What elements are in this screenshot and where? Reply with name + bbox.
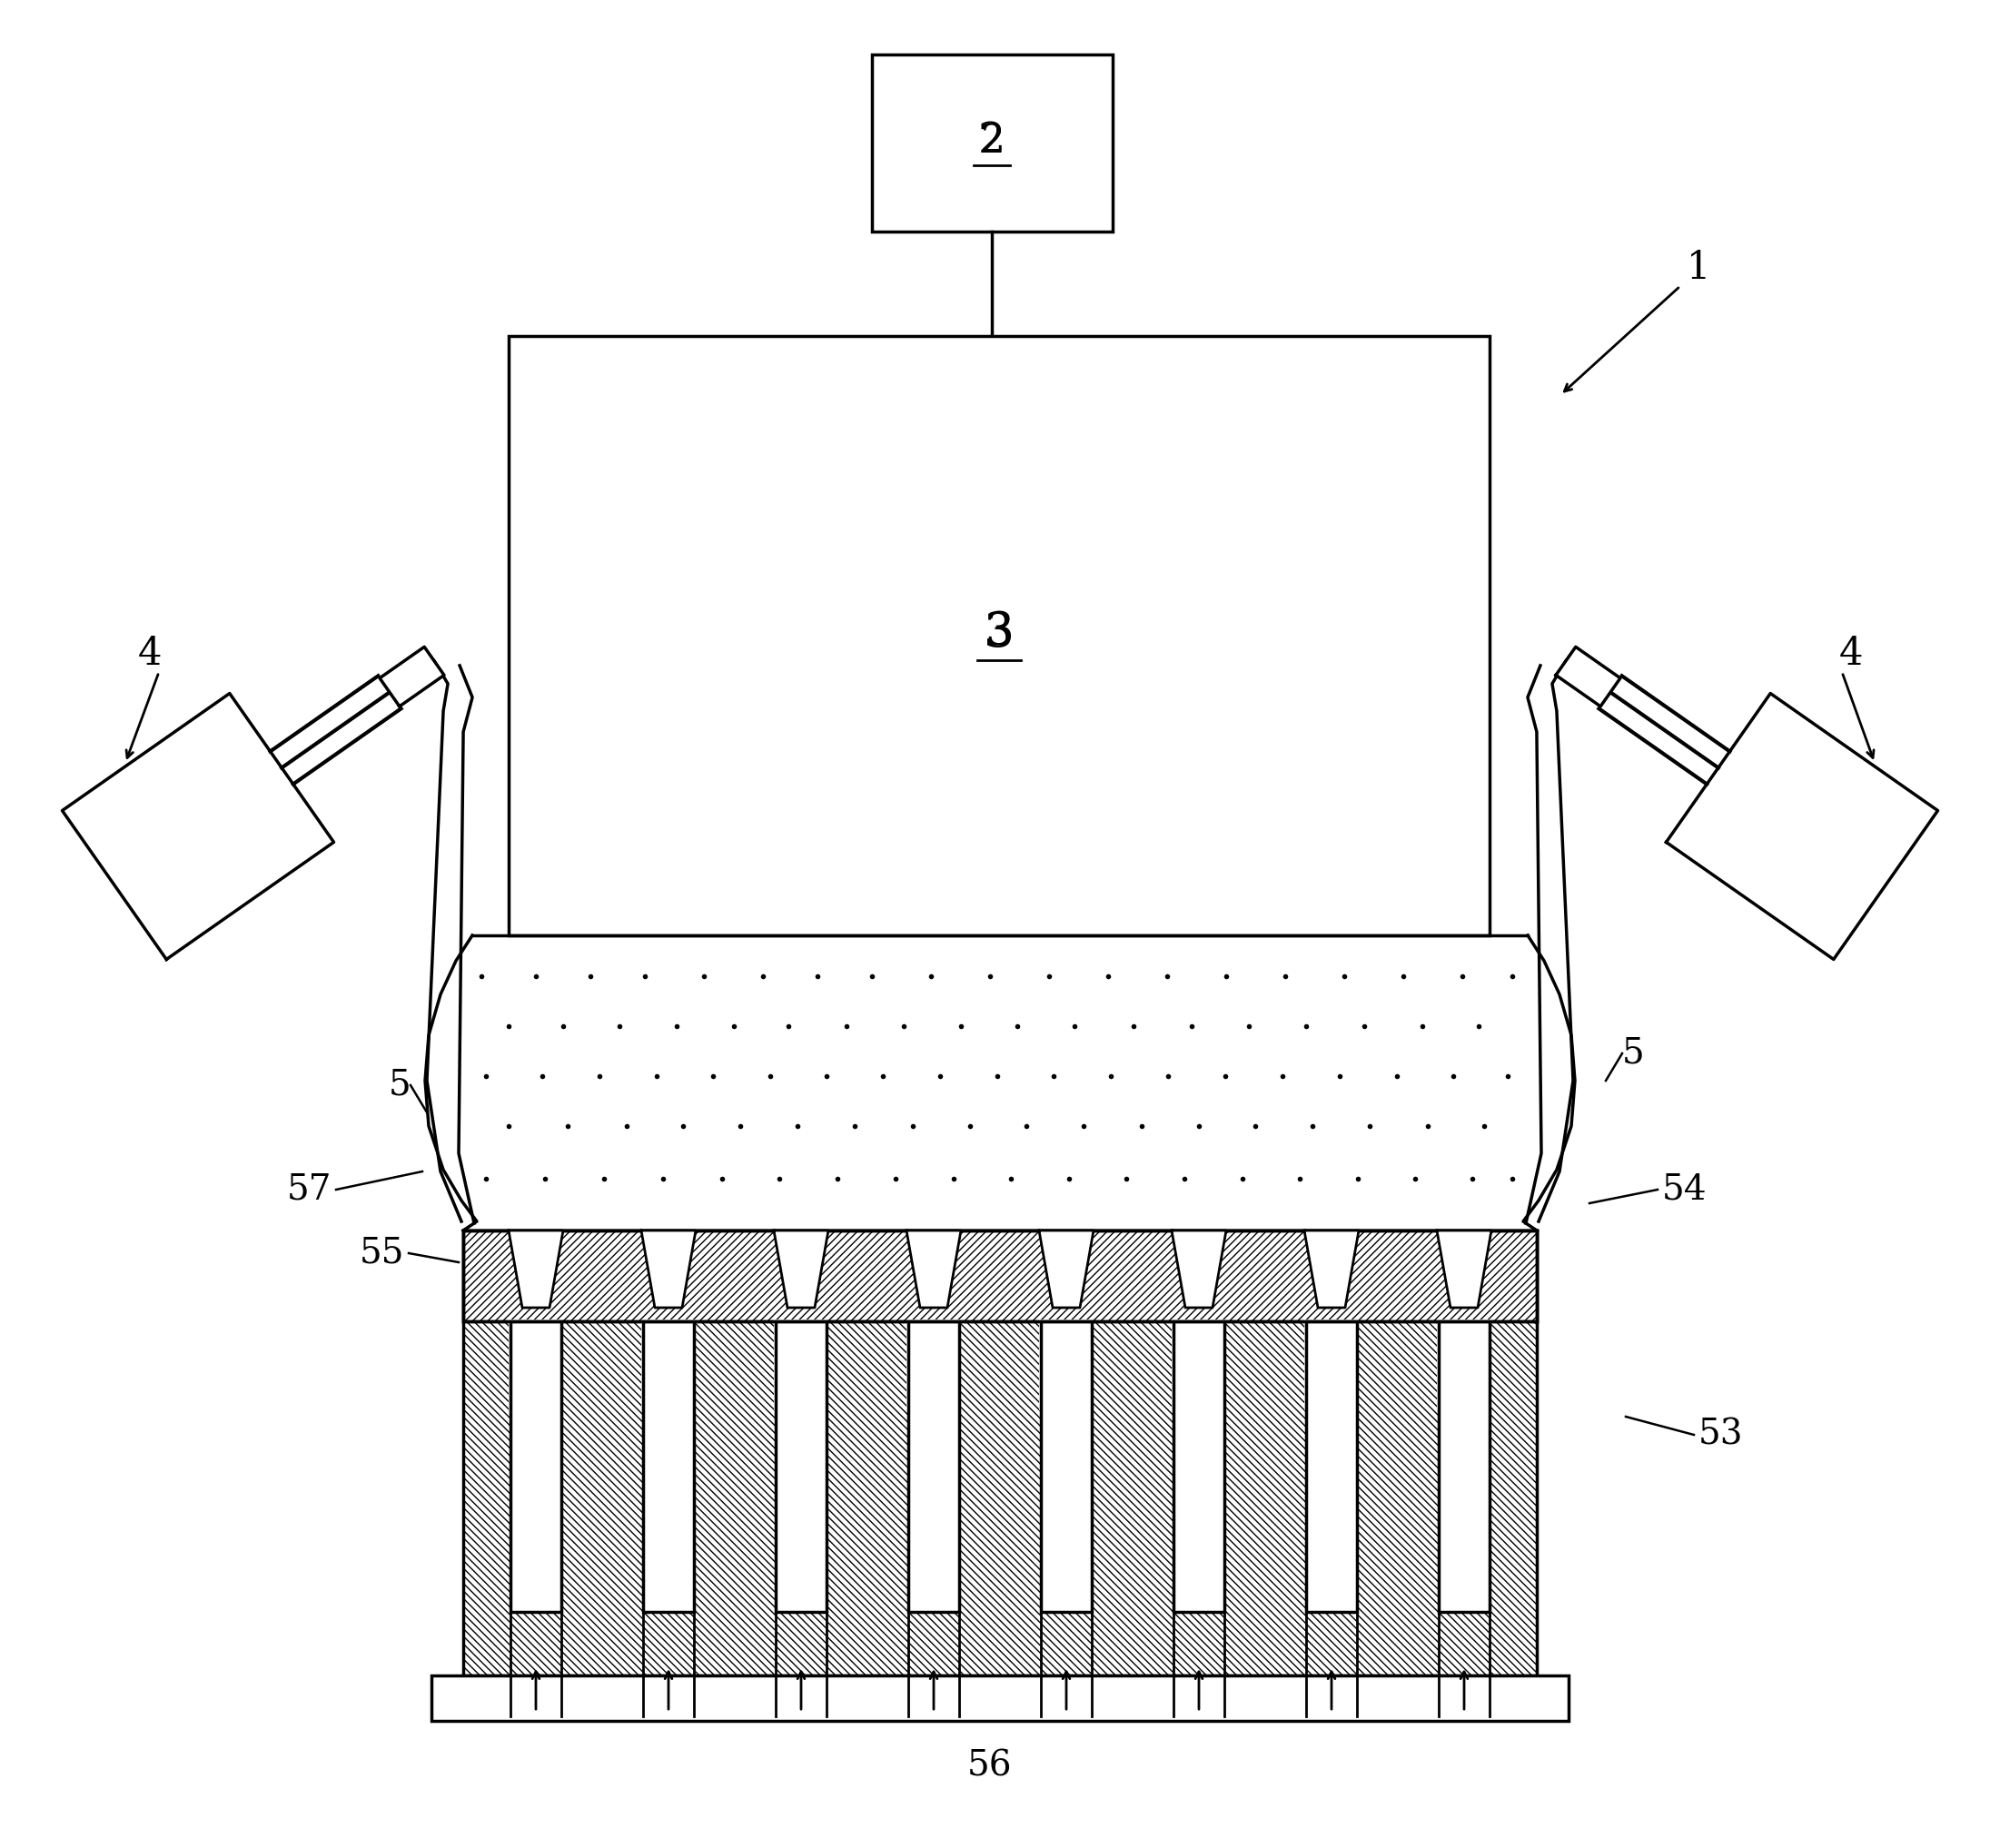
Bar <box>1436 1319 1492 1410</box>
Bar <box>776 1321 826 1611</box>
Bar <box>464 1321 1536 1676</box>
Bar <box>906 1319 960 1410</box>
Bar <box>1040 1319 1094 1410</box>
Text: 3: 3 <box>984 610 1014 656</box>
Bar <box>510 1321 562 1611</box>
Text: 5: 5 <box>388 1068 410 1101</box>
Polygon shape <box>1436 1231 1492 1308</box>
Text: 2: 2 <box>978 120 1006 161</box>
Polygon shape <box>906 1231 960 1308</box>
Bar <box>508 336 1490 935</box>
Bar <box>464 1231 1536 1321</box>
Bar <box>464 1231 1536 1676</box>
Text: 57: 57 <box>286 1173 332 1207</box>
Bar <box>774 1319 828 1410</box>
Bar <box>1306 1321 1356 1611</box>
Bar <box>1304 1319 1358 1410</box>
Polygon shape <box>380 647 444 706</box>
Text: 5: 5 <box>1622 1037 1644 1070</box>
Polygon shape <box>508 1231 564 1308</box>
Bar <box>1438 1321 1490 1611</box>
Text: 1: 1 <box>1686 249 1710 286</box>
Text: 4: 4 <box>1840 634 1864 673</box>
Text: 4: 4 <box>138 634 162 673</box>
Text: 53: 53 <box>1698 1417 1744 1453</box>
Text: 3: 3 <box>984 610 1014 656</box>
Polygon shape <box>62 693 334 959</box>
Bar <box>432 1676 1568 1720</box>
Bar <box>872 54 1112 231</box>
Text: 56: 56 <box>968 1750 1012 1783</box>
Bar <box>1040 1321 1092 1611</box>
Polygon shape <box>1040 1231 1094 1308</box>
Polygon shape <box>1666 693 1938 959</box>
Text: 2: 2 <box>980 122 1004 159</box>
Bar <box>508 1319 564 1410</box>
Text: 55: 55 <box>360 1236 404 1270</box>
Polygon shape <box>1172 1231 1226 1308</box>
Polygon shape <box>1304 1231 1358 1308</box>
Polygon shape <box>1556 647 1620 706</box>
Bar <box>642 1319 696 1410</box>
Text: 54: 54 <box>1662 1173 1708 1207</box>
Bar <box>464 1231 1536 1321</box>
Polygon shape <box>774 1231 828 1308</box>
Bar <box>1174 1321 1224 1611</box>
Bar <box>1172 1319 1226 1410</box>
Bar <box>908 1321 960 1611</box>
Polygon shape <box>642 1231 696 1308</box>
Bar <box>644 1321 694 1611</box>
